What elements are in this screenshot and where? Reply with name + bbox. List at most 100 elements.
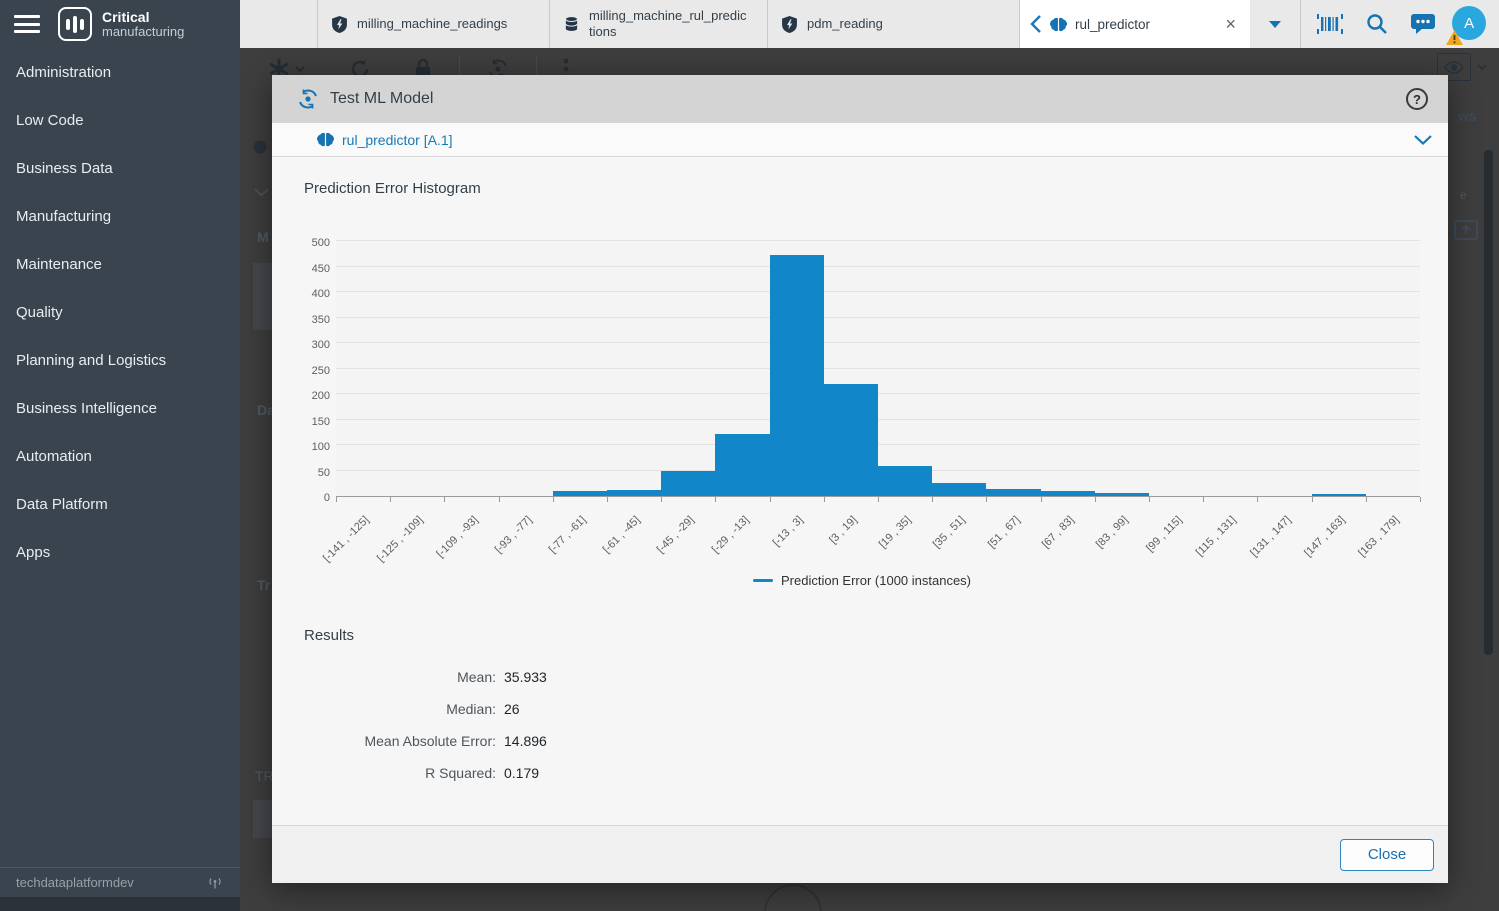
result-row: Mean: 35.933 bbox=[304, 661, 547, 693]
histogram-slot bbox=[1094, 242, 1150, 496]
tab-milling-machine-rul-predictions[interactable]: milling_machine_rul_predictions bbox=[550, 0, 768, 48]
x-tick bbox=[498, 497, 500, 502]
feedback-button[interactable] bbox=[1405, 6, 1441, 42]
caret-down-icon bbox=[1477, 64, 1487, 71]
barcode-scan-button[interactable] bbox=[1312, 6, 1348, 42]
histogram-slot bbox=[444, 242, 498, 496]
sidebar-item-maintenance[interactable]: Maintenance bbox=[16, 255, 102, 273]
sidebar-item-data-platform[interactable]: Data Platform bbox=[16, 495, 108, 513]
dialog-footer: Close bbox=[272, 825, 1448, 883]
histogram-bar bbox=[715, 433, 770, 496]
histogram-slot bbox=[607, 242, 662, 496]
y-tick-label: 150 bbox=[311, 415, 330, 428]
prediction-error-histogram: 0 50 100 150 200 250 300 350 400 450 500 [-141 , -… bbox=[304, 237, 1421, 564]
tab-close-icon[interactable]: × bbox=[1225, 13, 1236, 34]
histogram-bar bbox=[878, 466, 933, 496]
histogram-slot bbox=[932, 242, 987, 496]
chevron-down-icon[interactable] bbox=[1414, 134, 1432, 145]
brain-icon bbox=[317, 132, 334, 147]
x-tick bbox=[1420, 497, 1421, 502]
sidebar-item-low-code[interactable]: Low Code bbox=[16, 111, 84, 129]
histogram-slot bbox=[1366, 242, 1420, 496]
tab-label: milling_machine_rul_predictions bbox=[589, 7, 747, 39]
sidebar-item-administration[interactable]: Administration bbox=[16, 63, 112, 81]
shield-bolt-icon bbox=[782, 15, 797, 33]
y-axis-labels: 0 50 100 150 200 250 300 350 400 450 500 bbox=[304, 237, 330, 504]
legend-label: Prediction Error (1000 instances) bbox=[780, 573, 972, 588]
tab-pdm-reading[interactable]: pdm_reading bbox=[768, 0, 1020, 48]
chevron-left-icon[interactable] bbox=[1030, 15, 1042, 33]
x-tick bbox=[1149, 497, 1150, 502]
results-title: Results bbox=[304, 627, 355, 644]
background-panel-fragment bbox=[253, 263, 272, 330]
background-text-fragment: M bbox=[257, 229, 269, 245]
shield-bolt-icon bbox=[332, 15, 347, 33]
x-tick bbox=[1311, 497, 1313, 502]
gridline bbox=[336, 291, 1420, 292]
model-version-link[interactable]: rul_predictor [A.1] bbox=[342, 131, 453, 148]
y-tick-label: 300 bbox=[311, 339, 330, 351]
sidebar-item-planning-and-logistics[interactable]: Planning and Logistics bbox=[16, 351, 167, 369]
x-tick bbox=[661, 497, 663, 502]
warning-icon bbox=[1446, 30, 1464, 45]
close-button[interactable]: Close bbox=[1340, 838, 1434, 871]
gridline bbox=[336, 342, 1420, 343]
database-icon bbox=[565, 17, 578, 31]
brain-icon bbox=[1050, 17, 1067, 31]
result-label: Mean Absolute Error: bbox=[364, 733, 496, 749]
x-axis-labels: [-141 , -125] [-125 , -109] [-109 , -93] [-… bbox=[321, 504, 1420, 584]
sidebar-item-automation[interactable]: Automation bbox=[16, 447, 92, 465]
sidebar-item-quality[interactable]: Quality bbox=[16, 303, 63, 321]
histogram-slot bbox=[552, 242, 608, 496]
x-tick bbox=[1257, 497, 1259, 502]
sidebar-item-business-intelligence[interactable]: Business Intelligence bbox=[16, 399, 157, 417]
sidebar-item-business-data[interactable]: Business Data bbox=[16, 159, 113, 177]
results-list: Mean: 35.933 Median: 26 Mean Absolute Error:… bbox=[304, 661, 547, 789]
tab-milling-machine-readings[interactable]: milling_machine_readings bbox=[318, 0, 550, 48]
result-value: 0.179 bbox=[504, 765, 540, 781]
histogram-slot bbox=[661, 242, 716, 496]
histogram-bar bbox=[1040, 490, 1095, 496]
tab-list-dropdown[interactable] bbox=[1250, 0, 1300, 48]
tab-bar: milling_machine_readings milling_machine… bbox=[240, 0, 1499, 48]
model-selector-row: rul_predictor [A.1] bbox=[272, 123, 1448, 157]
help-icon[interactable]: ? bbox=[1406, 88, 1428, 110]
test-ml-model-dialog: Test ML Model ? rul_predictor [A.1] Pred… bbox=[272, 75, 1448, 883]
background-text-fragment: Tr bbox=[257, 577, 271, 593]
caret-down-icon bbox=[1269, 20, 1281, 28]
histogram-slot bbox=[823, 242, 879, 496]
environment-name: techdataplatformdev bbox=[16, 875, 134, 890]
histogram-slot bbox=[390, 242, 444, 496]
sidebar-item-manufacturing[interactable]: Manufacturing bbox=[16, 207, 112, 225]
page-scrollbar[interactable] bbox=[1484, 150, 1493, 655]
signal-icon bbox=[209, 877, 221, 888]
test-model-icon bbox=[299, 89, 317, 109]
search-button[interactable] bbox=[1359, 6, 1395, 42]
user-menu-button[interactable]: A bbox=[1446, 6, 1488, 45]
app-logo bbox=[58, 7, 92, 41]
gridline bbox=[336, 367, 1420, 369]
plot-area bbox=[336, 240, 1421, 502]
x-tick bbox=[390, 497, 392, 502]
y-tick-label: 400 bbox=[311, 288, 330, 300]
tab-label: milling_machine_readings bbox=[357, 15, 508, 31]
background-text-fragment: TR bbox=[255, 768, 274, 784]
avatar: A bbox=[1452, 6, 1487, 40]
x-tick bbox=[1365, 497, 1367, 502]
background-text-fragment: Da bbox=[257, 402, 275, 418]
histogram-bar bbox=[986, 489, 1041, 496]
y-tick-label: 100 bbox=[311, 441, 330, 453]
histogram-bar bbox=[1094, 493, 1150, 496]
background-chevron-icon bbox=[254, 188, 269, 197]
chart-title: Prediction Error Histogram bbox=[304, 180, 481, 197]
sidebar-item-apps[interactable]: Apps bbox=[16, 543, 51, 561]
histogram-slot bbox=[1203, 242, 1257, 496]
hamburger-menu-icon[interactable] bbox=[14, 15, 40, 33]
dialog-title: Test ML Model bbox=[330, 90, 434, 107]
background-fab bbox=[764, 884, 822, 911]
background-brain-icon bbox=[253, 140, 267, 154]
tab-rul-predictor-active[interactable]: rul_predictor × bbox=[1020, 0, 1250, 48]
tab-label: pdm_reading bbox=[807, 15, 883, 31]
result-label: Median: bbox=[446, 701, 496, 717]
histogram-bar bbox=[932, 483, 987, 496]
